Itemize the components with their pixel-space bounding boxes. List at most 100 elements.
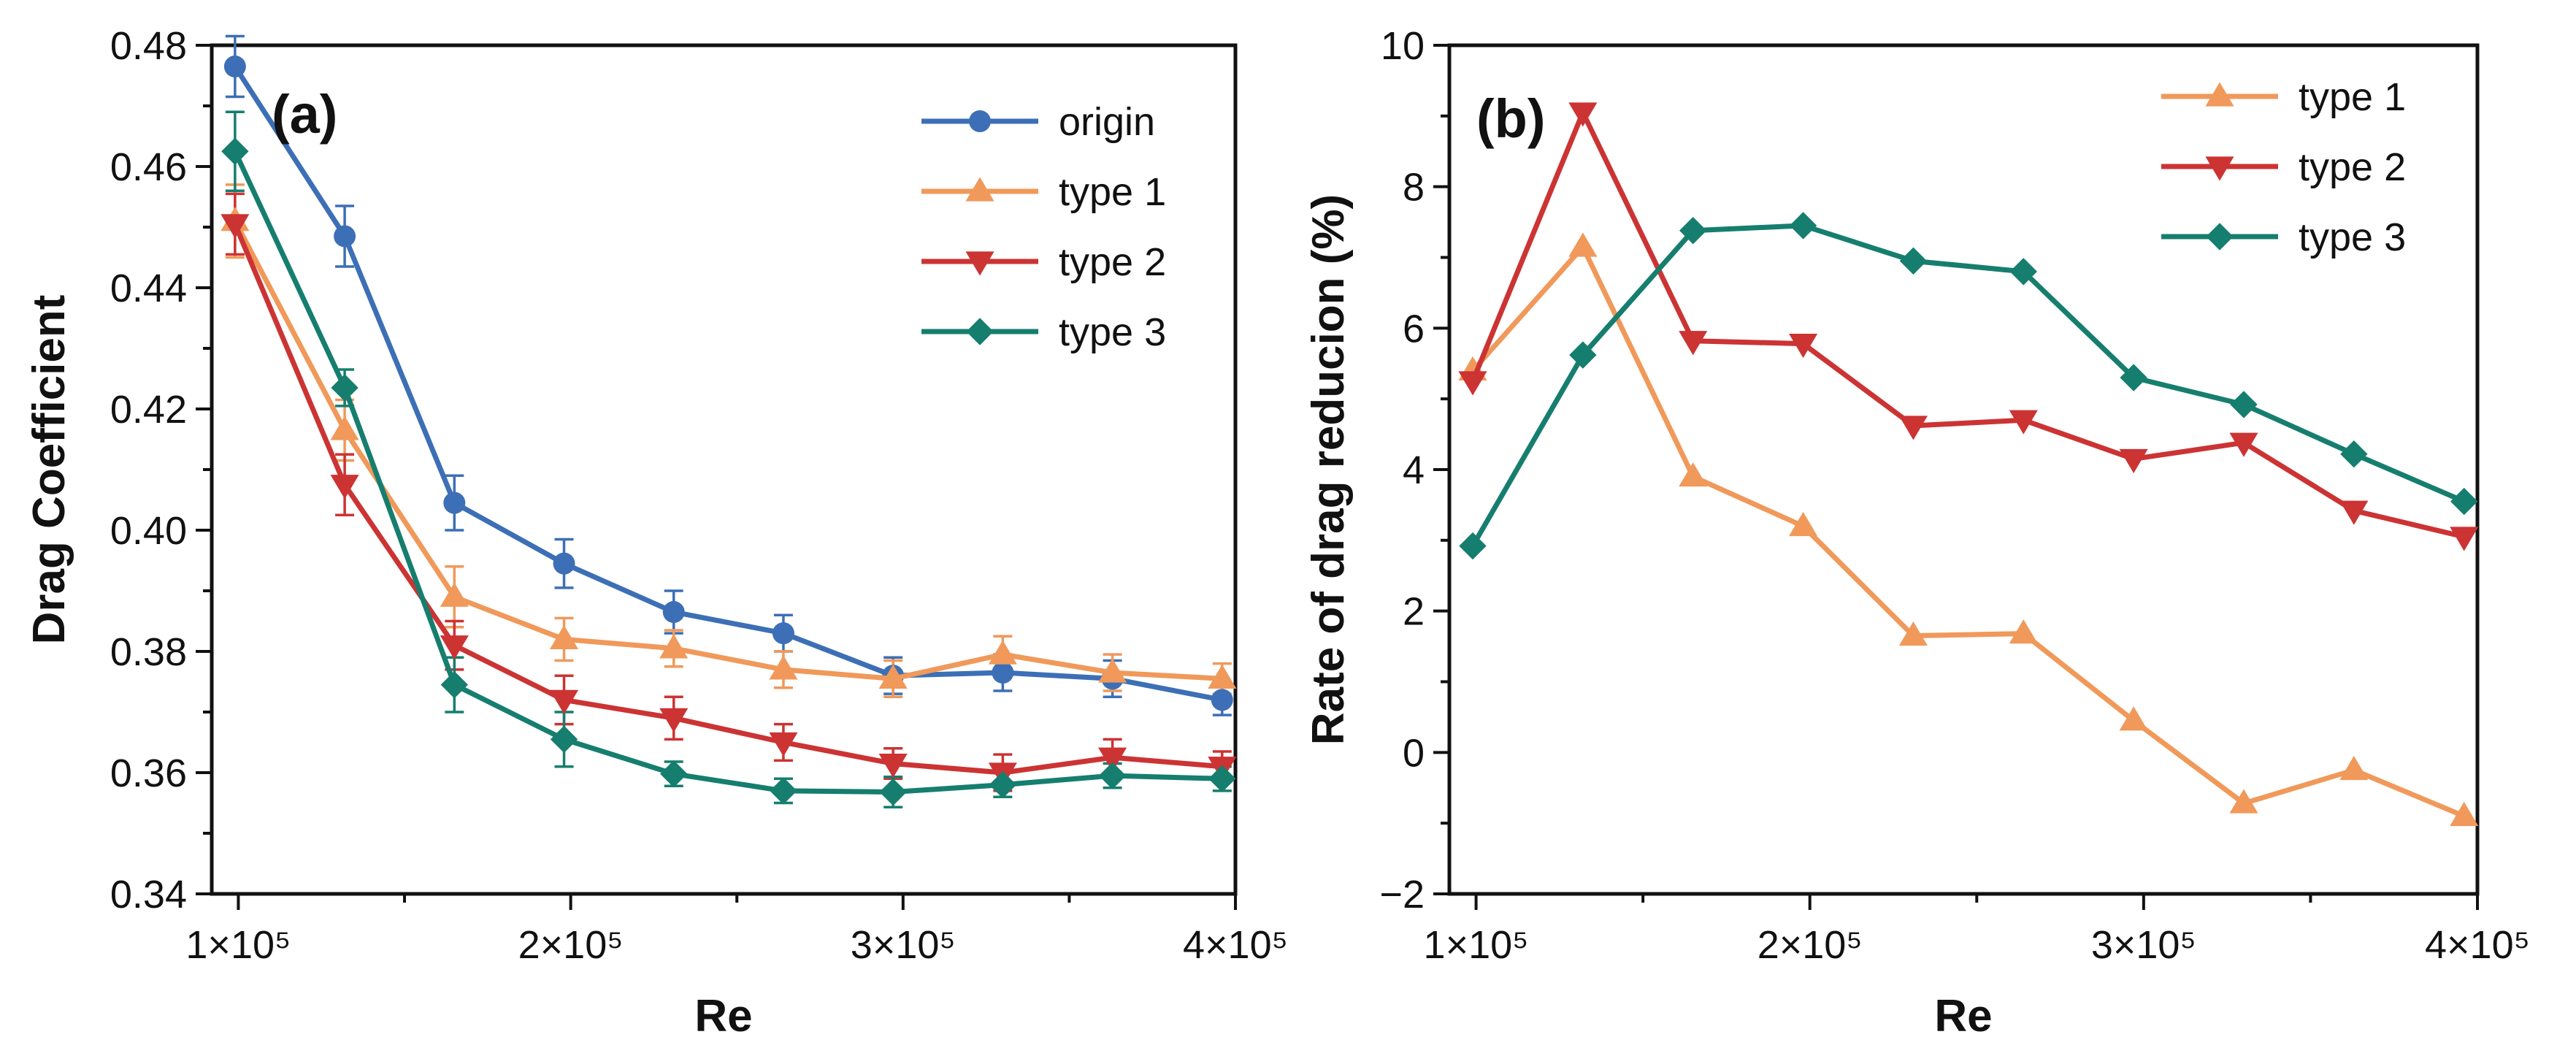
data-point-type-2: [878, 753, 908, 778]
data-point-type-3: [550, 725, 578, 754]
data-point-type-3: [1789, 212, 1817, 240]
data-point-type-1: [1898, 621, 1928, 646]
data-point-type-1: [1789, 511, 1818, 537]
data-point-type-2: [1789, 334, 1818, 359]
data-point-type-1: [1679, 462, 1708, 487]
data-point-type-2: [1098, 747, 1127, 772]
legend-marker-origin: [969, 110, 991, 132]
legend-label-type-1: type 1: [1059, 170, 1166, 214]
data-point-type-2: [440, 635, 469, 660]
legend-a: origin type 1 type 2 type 3: [921, 100, 1166, 354]
series-line-type-2: [232, 223, 1223, 776]
legend-marker-type-1: [965, 177, 994, 202]
data-point-type-2: [2009, 410, 2038, 435]
data-point-type-2: [1898, 416, 1928, 440]
data-point-type-1: [440, 582, 469, 607]
axes-a: 1×10⁵ 2×10⁵ 3×10⁵ 4×10⁵ 0.34 0.36 0.38 0.40 0.42…: [110, 24, 1288, 967]
y-tick-label: 10: [1381, 24, 1425, 68]
data-point-type-2: [330, 475, 359, 500]
data-point-origin: [443, 491, 466, 514]
legend-b: type 1 type 2 type 3: [2161, 75, 2406, 259]
legend-marker-type-2: [965, 251, 994, 276]
data-point-type-2: [221, 214, 250, 239]
data-point-type-1: [1568, 232, 1598, 257]
series-line-type-1: [1471, 244, 2466, 819]
legend-label-type-1: type 1: [2299, 75, 2406, 119]
y-tick-label: 6: [1403, 307, 1425, 351]
x-axis-title-a: Re: [694, 991, 752, 1041]
data-point-type-3: [2450, 487, 2478, 516]
x-tick-label: 4×10⁵: [1183, 923, 1288, 967]
x-tick-label: 2×10⁵: [1757, 923, 1863, 967]
y-axis-title-a: Drag Coefficient: [24, 295, 74, 645]
data-point-type-1: [659, 634, 689, 659]
data-point-type-1: [549, 624, 579, 649]
data-point-type-3: [331, 374, 359, 402]
data-point-type-2: [1679, 331, 1708, 356]
data-point-type-2: [1568, 102, 1598, 127]
series-line-type-3: [232, 150, 1222, 795]
data-point-type-2: [769, 732, 798, 757]
data-point-type-2: [1458, 371, 1487, 396]
panel-label-b: (b): [1476, 88, 1546, 149]
y-tick-label: 0.48: [110, 24, 187, 68]
x-tick-label: 3×10⁵: [851, 923, 956, 967]
data-point-type-3: [1459, 532, 1487, 560]
data-point-type-1: [2009, 619, 2038, 644]
legend-marker-type-1: [2205, 82, 2234, 107]
y-tick-label: 4: [1403, 448, 1425, 492]
data-point-origin: [772, 622, 794, 645]
data-point-type-1: [2450, 801, 2479, 827]
y-tick-label: −2: [1379, 873, 1425, 917]
error-bars-a: [225, 34, 1232, 809]
y-tick-label: 0: [1403, 731, 1425, 775]
data-point-type-2: [549, 689, 579, 714]
series-a: [221, 56, 1237, 806]
data-point-type-1: [330, 416, 359, 440]
data-point-type-2: [2450, 527, 2479, 551]
data-point-type-1: [1098, 658, 1127, 683]
data-point-origin: [992, 662, 1014, 684]
data-point-type-1: [878, 664, 908, 689]
y-tick-label: 0.34: [110, 873, 187, 917]
data-point-type-2: [2229, 432, 2258, 457]
x-axis-title-b: Re: [1934, 991, 1992, 1041]
data-point-origin: [553, 552, 575, 575]
data-point-origin: [334, 225, 356, 248]
data-point-origin: [1211, 689, 1233, 711]
data-point-type-1: [2229, 789, 2258, 814]
legend-label-type-3: type 3: [2299, 215, 2406, 259]
data-point-origin: [223, 56, 246, 78]
x-tick-label: 2×10⁵: [518, 923, 624, 967]
data-point-type-2: [659, 708, 689, 732]
data-point-type-3: [2340, 440, 2368, 468]
data-point-type-2: [2339, 500, 2369, 525]
data-point-origin: [662, 601, 685, 624]
legend-label-type-2: type 2: [2299, 145, 2406, 189]
panel-a: 1×10⁵ 2×10⁵ 3×10⁵ 4×10⁵ 0.34 0.36 0.38 0.40 0.42…: [24, 24, 1288, 1041]
data-point-type-3: [440, 670, 468, 699]
y-tick-label: 2: [1403, 590, 1425, 634]
data-point-type-3: [1098, 762, 1127, 789]
x-tick-label: 3×10⁵: [2091, 923, 2196, 967]
legend-label-type-2: type 2: [1059, 240, 1166, 284]
y-axis-title-b: Rate of drag reducion (%): [1303, 194, 1354, 745]
data-point-type-3: [1569, 341, 1597, 369]
legend-marker-type-3: [966, 318, 994, 345]
data-point-type-1: [2119, 706, 2148, 731]
data-point-type-1: [1208, 664, 1237, 689]
x-tick-label: 4×10⁵: [2425, 923, 2530, 967]
y-tick-label: 0.36: [110, 751, 187, 795]
data-point-type-3: [660, 760, 688, 788]
y-tick-label: 0.42: [110, 388, 187, 432]
series-line-type-2: [1470, 110, 2465, 540]
axes-b: 1×10⁵ 2×10⁵ 3×10⁵ 4×10⁵ −2 0 2 4 6 8 10: [1379, 24, 2530, 967]
data-point-type-1: [2339, 755, 2369, 781]
data-point-type-3: [2230, 391, 2258, 418]
data-point-type-3: [2009, 258, 2037, 286]
y-tick-label: 0.46: [110, 145, 187, 189]
data-point-type-1: [769, 655, 798, 680]
data-point-type-3: [1679, 217, 1707, 245]
